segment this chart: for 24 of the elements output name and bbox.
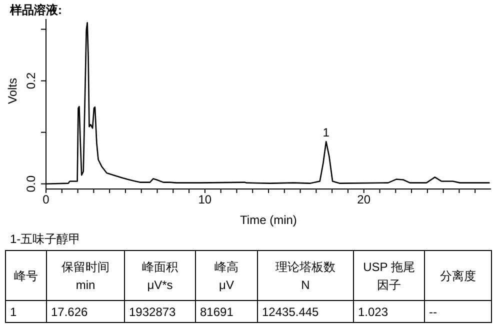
text: 峰号 (6, 250, 46, 300)
text: 1 (6, 300, 46, 322)
text: 峰面积 μV*s (124, 250, 196, 300)
text: 1.023 (354, 300, 424, 322)
chart-title: 样品溶液: (10, 2, 62, 19)
text: 81691 (196, 300, 258, 322)
text: 12435.445 (258, 300, 354, 322)
text: 理论塔板数 N (258, 250, 354, 300)
text: 分离度 (424, 250, 492, 300)
text: 1-五味子醇甲 (10, 231, 81, 248)
text: 17.626 (46, 300, 124, 322)
text: 峰高 μV (196, 250, 258, 300)
text: -- (424, 300, 492, 322)
text: 1932873 (124, 300, 196, 322)
text: USP 拖尾因子 (354, 250, 424, 300)
x-tick-label: 0 (42, 192, 50, 207)
y-tick-label: 0.0 (24, 175, 38, 192)
x-axis-title: Time (min) (240, 213, 297, 227)
text: 保留时间 min (46, 250, 124, 300)
x-tick-label: 20 (357, 192, 371, 207)
y-tick-label: 0.2 (24, 72, 38, 90)
annotation: 1 (322, 126, 330, 140)
y-axis-title: Volts (5, 78, 20, 104)
x-tick-label: 10 (198, 192, 212, 207)
